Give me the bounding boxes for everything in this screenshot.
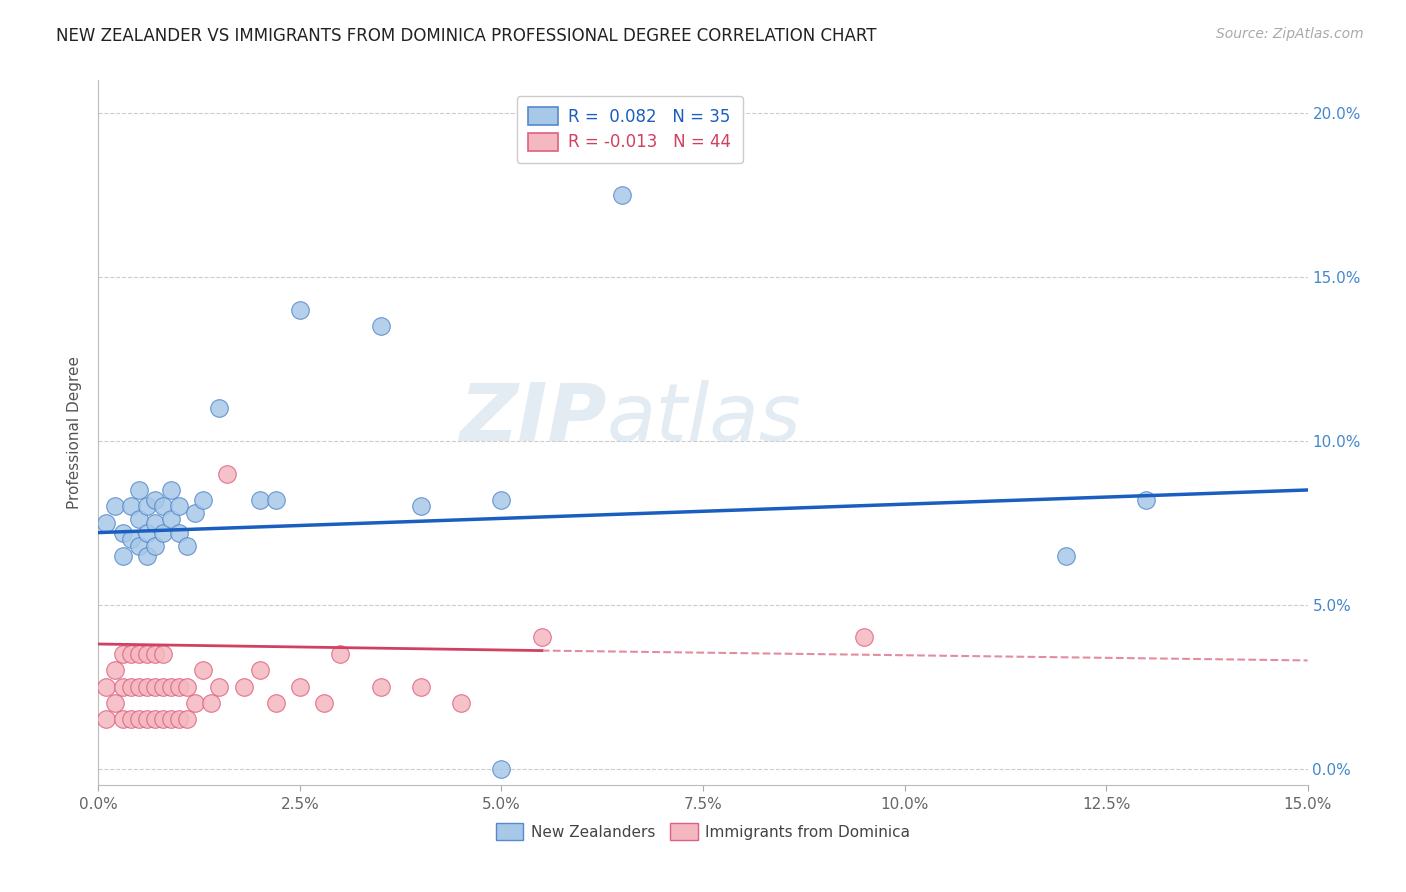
Point	[193, 663, 215, 677]
Point	[96, 516, 118, 530]
Point	[135, 680, 157, 694]
Y-axis label: Professional Degree: Professional Degree	[67, 356, 83, 509]
Point	[152, 680, 174, 694]
Point	[111, 680, 134, 694]
Point	[1135, 492, 1157, 507]
Point	[135, 525, 157, 540]
Point	[176, 713, 198, 727]
Point	[135, 500, 157, 514]
Point	[128, 647, 150, 661]
Point	[491, 492, 513, 507]
Point	[128, 483, 150, 497]
Point	[120, 647, 142, 661]
Point	[135, 647, 157, 661]
Point	[1054, 549, 1077, 563]
Text: atlas: atlas	[606, 379, 801, 458]
Legend: New Zealanders, Immigrants from Dominica: New Zealanders, Immigrants from Dominica	[488, 816, 918, 847]
Point	[160, 713, 183, 727]
Point	[370, 680, 392, 694]
Point	[184, 506, 207, 520]
Point	[135, 549, 157, 563]
Point	[409, 680, 432, 694]
Point	[167, 525, 190, 540]
Point	[96, 713, 118, 727]
Point	[103, 696, 125, 710]
Point	[329, 647, 352, 661]
Point	[200, 696, 222, 710]
Point	[152, 500, 174, 514]
Point	[176, 539, 198, 553]
Point	[491, 762, 513, 776]
Point	[167, 680, 190, 694]
Point	[160, 483, 183, 497]
Point	[128, 539, 150, 553]
Point	[128, 680, 150, 694]
Point	[111, 713, 134, 727]
Point	[143, 680, 166, 694]
Point	[160, 680, 183, 694]
Point	[120, 532, 142, 546]
Point	[143, 539, 166, 553]
Point	[264, 492, 287, 507]
Point	[120, 680, 142, 694]
Point	[152, 647, 174, 661]
Point	[288, 680, 311, 694]
Point	[249, 492, 271, 507]
Point	[612, 188, 634, 202]
Point	[208, 401, 231, 415]
Point	[143, 647, 166, 661]
Point	[249, 663, 271, 677]
Point	[167, 500, 190, 514]
Point	[128, 512, 150, 526]
Text: NEW ZEALANDER VS IMMIGRANTS FROM DOMINICA PROFESSIONAL DEGREE CORRELATION CHART: NEW ZEALANDER VS IMMIGRANTS FROM DOMINIC…	[56, 27, 877, 45]
Point	[409, 500, 432, 514]
Point	[232, 680, 254, 694]
Point	[128, 713, 150, 727]
Point	[111, 549, 134, 563]
Point	[143, 713, 166, 727]
Point	[135, 713, 157, 727]
Point	[288, 302, 311, 317]
Point	[450, 696, 472, 710]
Point	[111, 525, 134, 540]
Point	[96, 680, 118, 694]
Point	[530, 631, 553, 645]
Point	[143, 516, 166, 530]
Point	[120, 500, 142, 514]
Point	[184, 696, 207, 710]
Point	[193, 492, 215, 507]
Point	[853, 631, 876, 645]
Point	[103, 663, 125, 677]
Point	[264, 696, 287, 710]
Point	[314, 696, 336, 710]
Point	[217, 467, 239, 481]
Point	[167, 713, 190, 727]
Text: Source: ZipAtlas.com: Source: ZipAtlas.com	[1216, 27, 1364, 41]
Point	[120, 713, 142, 727]
Point	[111, 647, 134, 661]
Text: ZIP: ZIP	[458, 379, 606, 458]
Point	[370, 319, 392, 334]
Point	[103, 500, 125, 514]
Point	[176, 680, 198, 694]
Point	[208, 680, 231, 694]
Point	[152, 525, 174, 540]
Point	[152, 713, 174, 727]
Point	[143, 492, 166, 507]
Point	[160, 512, 183, 526]
